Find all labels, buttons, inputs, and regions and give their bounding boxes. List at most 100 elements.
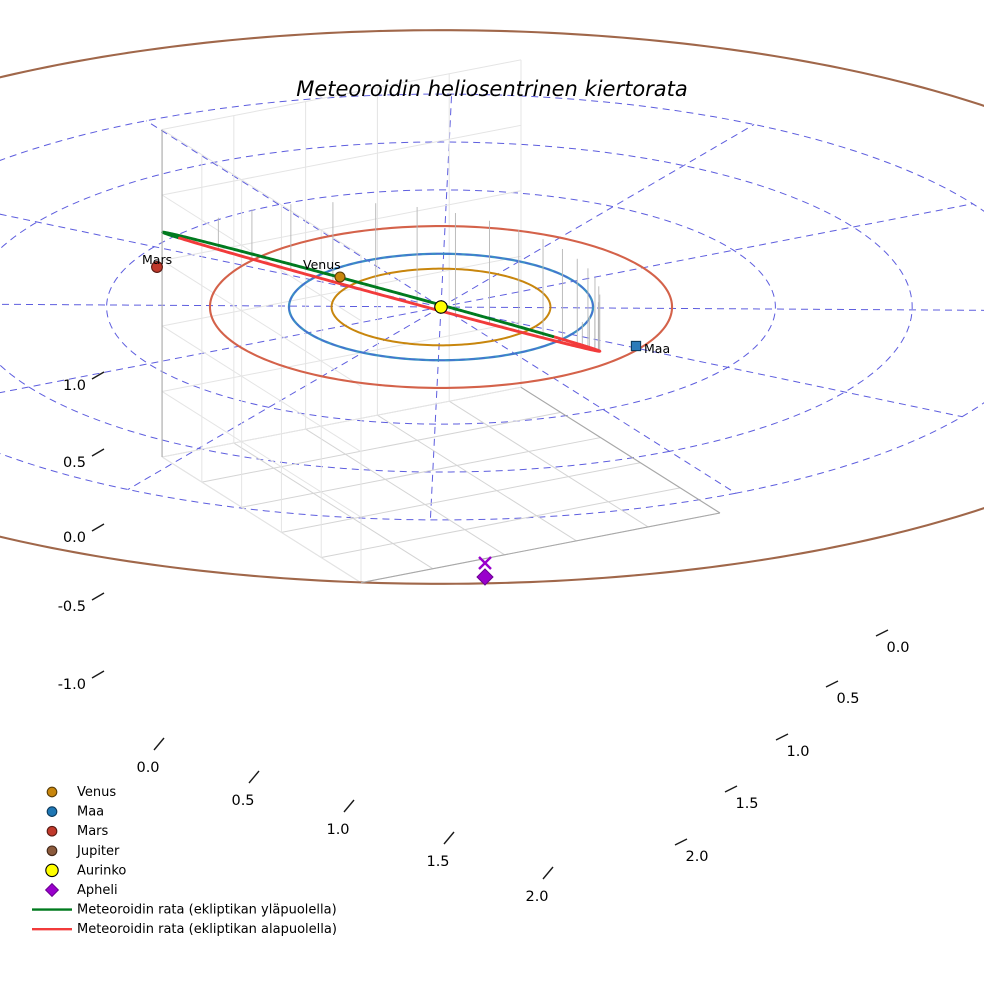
wall-gridline bbox=[161, 59, 522, 130]
y-tick-label-0: 0.0 bbox=[886, 640, 909, 656]
axis-tick-labels: 1.0 0.5 0.0 -0.5 -1.0 0.0 0.5 1.0 1.5 2.0 0.0 0.5 1.… bbox=[58, 378, 910, 905]
y-tick bbox=[724, 785, 738, 793]
polar-circle bbox=[106, 189, 776, 425]
y-axis-spine bbox=[360, 512, 721, 584]
wall-gridline bbox=[161, 321, 522, 392]
x-tick-label-1: 0.5 bbox=[231, 793, 254, 809]
axis-ticks bbox=[91, 371, 889, 880]
polar-reference-grid bbox=[0, 93, 984, 521]
floor-gridline bbox=[233, 442, 434, 570]
polar-spoke bbox=[440, 306, 984, 311]
x-tick bbox=[443, 831, 455, 845]
z-tick bbox=[91, 592, 105, 601]
x-tick-label-4: 2.0 bbox=[525, 889, 548, 905]
polar-spoke bbox=[440, 306, 737, 494]
z-tick-label-2: 0.0 bbox=[63, 530, 86, 546]
orbit-jupiter bbox=[0, 29, 984, 585]
z-tick bbox=[91, 448, 105, 457]
floor-gridline bbox=[377, 414, 577, 542]
body-markers bbox=[151, 261, 642, 586]
polar-spoke bbox=[440, 94, 453, 308]
wall-gridline bbox=[161, 129, 362, 256]
wall-gridline bbox=[161, 386, 522, 458]
label-maa: Maa bbox=[644, 341, 670, 356]
legend-label-0: Venus bbox=[77, 785, 116, 800]
y-tick-label-4: 2.0 bbox=[685, 849, 708, 865]
legend-marker-venus bbox=[46, 786, 58, 798]
wall-gridline bbox=[161, 124, 522, 196]
y-tick bbox=[674, 838, 688, 846]
label-venus: Venus bbox=[303, 257, 341, 272]
meteoroid-above-ecliptic bbox=[522, 326, 555, 338]
wall-gridline bbox=[161, 391, 362, 518]
polar-spoke bbox=[440, 306, 963, 418]
x-tick-label-2: 1.0 bbox=[326, 822, 349, 838]
marker-aurinko bbox=[434, 300, 448, 314]
z-tick-label-0: 1.0 bbox=[63, 378, 86, 394]
orbit-maa-dashed bbox=[288, 253, 594, 361]
wall-gridline bbox=[161, 190, 522, 261]
x-tick-label-0: 0.0 bbox=[136, 760, 159, 776]
label-mars: Mars bbox=[142, 252, 172, 267]
z-tick-label-1: 0.5 bbox=[63, 455, 86, 471]
meteoroid-drop-lines bbox=[217, 202, 601, 352]
marker-maa bbox=[630, 340, 642, 352]
floor-gridline bbox=[321, 487, 681, 559]
wall-gridline bbox=[161, 325, 362, 453]
legend-label-6: Meteoroidin rata (ekliptikan yläpuolella… bbox=[77, 903, 337, 918]
polar-spoke bbox=[440, 203, 973, 308]
legend-marker-maa bbox=[46, 806, 58, 817]
wall-gridline bbox=[161, 456, 362, 584]
polar-spoke bbox=[145, 120, 442, 308]
meteoroid-orbit bbox=[161, 230, 602, 353]
polar-spoke bbox=[0, 306, 442, 394]
legend-marker-jupiter bbox=[46, 845, 58, 857]
legend: Venus Maa Mars Jupiter Aurinko Apheli Meteoroi… bbox=[32, 785, 337, 937]
polar-spoke bbox=[127, 306, 442, 490]
plot-title: Meteoroidin heliosentrinen kiertorata bbox=[296, 77, 688, 101]
legend-label-7: Meteoroidin rata (ekliptikan alapuolella… bbox=[77, 922, 337, 937]
z-tick-label-4: -1.0 bbox=[58, 677, 86, 693]
legend-marker-apheli bbox=[44, 882, 60, 898]
marker-apheli bbox=[476, 568, 494, 586]
marker-apheli-cross bbox=[478, 556, 492, 570]
y-tick bbox=[825, 680, 839, 688]
y-tick bbox=[775, 733, 789, 741]
axis-spines bbox=[161, 129, 721, 584]
y-tick-label-3: 1.5 bbox=[735, 796, 758, 812]
x-axis-spine bbox=[520, 386, 721, 514]
wall-gridline bbox=[161, 260, 362, 387]
legend-marker-mars bbox=[46, 825, 58, 837]
legend-label-3: Jupiter bbox=[76, 844, 120, 859]
z-tick bbox=[91, 523, 105, 532]
floor-gridline bbox=[448, 400, 649, 528]
marker-venus bbox=[334, 271, 346, 283]
z-tick bbox=[91, 670, 105, 679]
y-tick bbox=[875, 629, 889, 637]
polar-spoke bbox=[440, 124, 755, 308]
floor-gridline bbox=[201, 411, 561, 483]
x-tick bbox=[343, 799, 355, 813]
y-tick-label-1: 0.5 bbox=[836, 691, 859, 707]
floor-gridline bbox=[281, 462, 641, 533]
meteoroid-above-ecliptic bbox=[161, 230, 525, 330]
x-tick bbox=[542, 866, 554, 880]
polar-spoke bbox=[0, 303, 442, 308]
legend-label-4: Aurinko bbox=[77, 863, 126, 878]
marker-mars bbox=[151, 261, 163, 273]
polar-spoke bbox=[0, 213, 442, 308]
legend-label-1: Maa bbox=[77, 805, 104, 820]
axes-box-grid bbox=[161, 59, 721, 584]
orbit-mars bbox=[208, 225, 674, 389]
legend-marker-aurinko bbox=[45, 863, 59, 878]
legend-label-2: Mars bbox=[77, 824, 109, 839]
x-tick bbox=[248, 770, 260, 784]
floor-gridline bbox=[241, 437, 601, 508]
floor-gridline bbox=[305, 428, 505, 556]
z-tick bbox=[91, 371, 105, 380]
orbit-venus bbox=[330, 267, 552, 347]
legend-label-5: Apheli bbox=[77, 883, 118, 898]
x-tick bbox=[153, 737, 165, 751]
